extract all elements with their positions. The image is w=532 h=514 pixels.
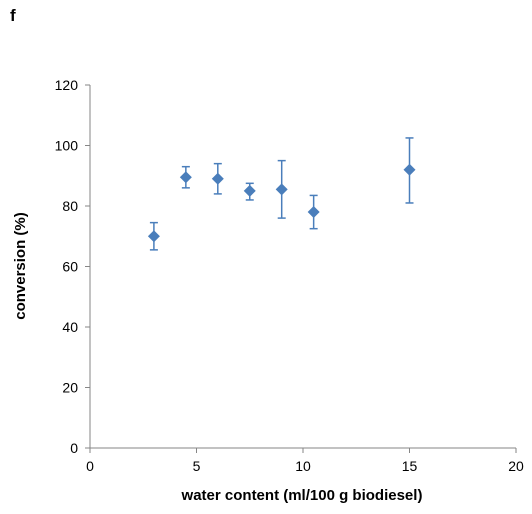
data-point <box>179 171 192 184</box>
x-tick-label: 20 <box>508 458 524 474</box>
y-tick-label: 60 <box>62 259 78 275</box>
data-point <box>403 163 416 176</box>
data-point <box>307 206 320 219</box>
y-tick-label: 120 <box>55 77 79 93</box>
axes <box>89 85 516 449</box>
y-tick-label: 0 <box>70 440 78 456</box>
y-axis-ticks: 0 20 40 60 80 100 120 <box>55 77 90 456</box>
x-tick-label: 15 <box>402 458 418 474</box>
x-tick-label: 0 <box>86 458 94 474</box>
data-point <box>275 183 288 196</box>
data-point <box>211 172 224 185</box>
y-tick-label: 80 <box>62 198 78 214</box>
data-points <box>147 163 416 243</box>
data-point <box>243 184 256 197</box>
y-axis-label: conversion (%) <box>12 212 29 320</box>
x-tick-label: 5 <box>193 458 201 474</box>
y-tick-label: 40 <box>62 319 78 335</box>
x-tick-label: 10 <box>295 458 311 474</box>
y-tick-label: 100 <box>55 138 79 154</box>
x-axis-label: water content (ml/100 g biodiesel) <box>181 487 423 504</box>
x-axis-ticks: 0 5 10 15 20 <box>86 448 524 474</box>
panel-label: f <box>10 6 16 25</box>
data-point <box>147 230 160 243</box>
y-tick-label: 20 <box>62 380 78 396</box>
error-bars <box>149 137 414 251</box>
